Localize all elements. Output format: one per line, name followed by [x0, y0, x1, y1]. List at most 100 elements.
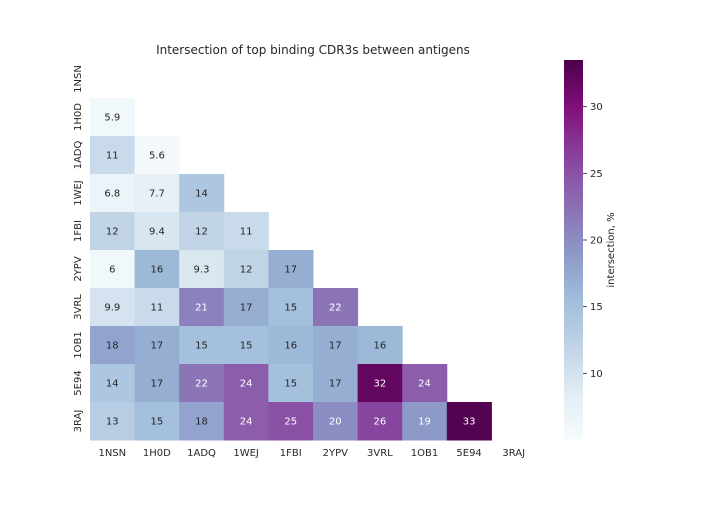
heatmap-cell: [223, 288, 269, 327]
cell-value-label: 17: [329, 341, 342, 352]
col-tick-label: 1WEJ: [233, 448, 259, 459]
colorbar-tick-label: 30: [590, 102, 603, 113]
heatmap-cell: [223, 212, 269, 251]
cell-value-label: 26: [374, 417, 387, 428]
row-labels: 1NSN 1H0D 1ADQ 1WEJ 1FBI 2YPV 3VRL 1OB1 5E94 3RAJ: [73, 65, 84, 432]
cell-value-label: 15: [240, 341, 253, 352]
heatmap-cell: [357, 326, 403, 365]
heatmap-cell: [179, 288, 225, 327]
cell-value-label: 19: [418, 417, 431, 428]
row-tick-label: 3VRL: [73, 294, 84, 320]
row-tick-label: 5E94: [73, 370, 84, 395]
cell-value-label: 17: [329, 379, 342, 390]
heatmap-cell: [223, 402, 269, 441]
col-labels: 1NSN 1H0D 1ADQ 1WEJ 1FBI 2YPV 3VRL 1OB1 5E94 3RAJ: [98, 448, 525, 459]
heatmap-cell: [357, 402, 403, 441]
heatmap-cell: [402, 364, 448, 403]
cell-value-label: 17: [151, 379, 164, 390]
heatmap-cell: [357, 364, 403, 403]
cell-value-label: 24: [240, 417, 253, 428]
heatmap-cell: [134, 250, 180, 289]
heatmap-cell: [134, 326, 180, 365]
col-tick-label: 1H0D: [143, 448, 171, 459]
cell-value-label: 32: [374, 379, 387, 390]
heatmap-cell: [90, 288, 136, 327]
cell-value-label: 15: [151, 417, 164, 428]
heatmap-cell: [179, 250, 225, 289]
cell-value-label: 11: [240, 227, 253, 238]
heatmap-cell: [90, 364, 136, 403]
heatmap-cell: [90, 212, 136, 251]
cell-value-label: 14: [195, 189, 208, 200]
colorbar-tick-label: 10: [590, 369, 603, 380]
cell-value-label: 12: [106, 227, 119, 238]
cell-value-label: 17: [240, 303, 253, 314]
cell-value-label: 18: [195, 417, 208, 428]
cell-value-label: 25: [284, 417, 297, 428]
col-tick-label: 3VRL: [367, 448, 393, 459]
heatmap-cell: [90, 250, 136, 289]
heatmap-cell: [223, 364, 269, 403]
heatmap-cell: [179, 174, 225, 213]
heatmap-cell: [268, 364, 314, 403]
cell-value-label: 5.9: [104, 113, 120, 124]
heatmap-cell: [268, 288, 314, 327]
cell-value-label: 21: [195, 303, 208, 314]
cell-value-label: 16: [151, 265, 164, 276]
cell-value-label: 15: [284, 303, 297, 314]
heatmap-cell: [223, 326, 269, 365]
heatmap-cell: [268, 326, 314, 365]
heatmap-cell: [90, 174, 136, 213]
colorbar: 10 15 20 25 30 intersection, %: [564, 60, 617, 440]
cell-value-label: 17: [151, 341, 164, 352]
cell-value-label: 6.8: [104, 189, 120, 200]
cell-value-label: 17: [284, 265, 297, 276]
heatmap-cell: [313, 326, 359, 365]
cell-value-label: 15: [284, 379, 297, 390]
colorbar-gradient: [564, 60, 583, 440]
heatmap-cell: [90, 136, 136, 175]
heatmap-cell: [134, 364, 180, 403]
row-tick-label: 1WEJ: [73, 180, 84, 206]
cell-value-label: 33: [463, 417, 476, 428]
cell-value-label: 12: [240, 265, 253, 276]
colorbar-label: intersection, %: [606, 212, 617, 287]
cell-value-label: 9.4: [149, 227, 165, 238]
heatmap-cell: [90, 326, 136, 365]
col-tick-label: 1ADQ: [187, 448, 216, 459]
heatmap-cell: [313, 288, 359, 327]
heatmap-cell: [134, 212, 180, 251]
cell-value-label: 12: [195, 227, 208, 238]
colorbar-tick-label: 20: [590, 236, 603, 247]
cell-value-label: 7.7: [149, 189, 165, 200]
cell-value-label: 20: [329, 417, 342, 428]
cell-value-label: 24: [418, 379, 431, 390]
col-tick-label: 1OB1: [411, 448, 438, 459]
cell-value-label: 14: [106, 379, 119, 390]
heatmap-cell: [179, 326, 225, 365]
cell-value-label: 22: [329, 303, 342, 314]
col-tick-label: 1NSN: [98, 448, 126, 459]
row-tick-label: 1OB1: [73, 331, 84, 358]
chart-title: Intersection of top binding CDR3s betwee…: [156, 43, 470, 57]
heatmap-cell: [268, 250, 314, 289]
cell-value-label: 22: [195, 379, 208, 390]
heatmap-cell: [313, 402, 359, 441]
heatmap-cell: [134, 136, 180, 175]
cell-value-label: 6: [109, 265, 115, 276]
heatmap-cell: [313, 364, 359, 403]
col-tick-label: 1FBI: [280, 448, 302, 459]
cell-value-label: 11: [106, 151, 119, 162]
heatmap-cell: [90, 98, 136, 137]
heatmap-cell: [402, 402, 448, 441]
heatmap-cells: 5.9 11 5.6 6.8 7.7 14 12 9.4 12 11 6 16 9.3 12 17 9.9 11…: [90, 98, 492, 441]
cell-value-label: 5.6: [149, 151, 165, 162]
heatmap-cell: [268, 402, 314, 441]
row-tick-label: 1FBI: [73, 220, 84, 242]
heatmap-cell: [134, 174, 180, 213]
colorbar-ticks: 10 15 20 25 30: [583, 102, 603, 380]
row-tick-label: 1NSN: [73, 65, 84, 93]
row-tick-label: 1ADQ: [73, 140, 84, 169]
